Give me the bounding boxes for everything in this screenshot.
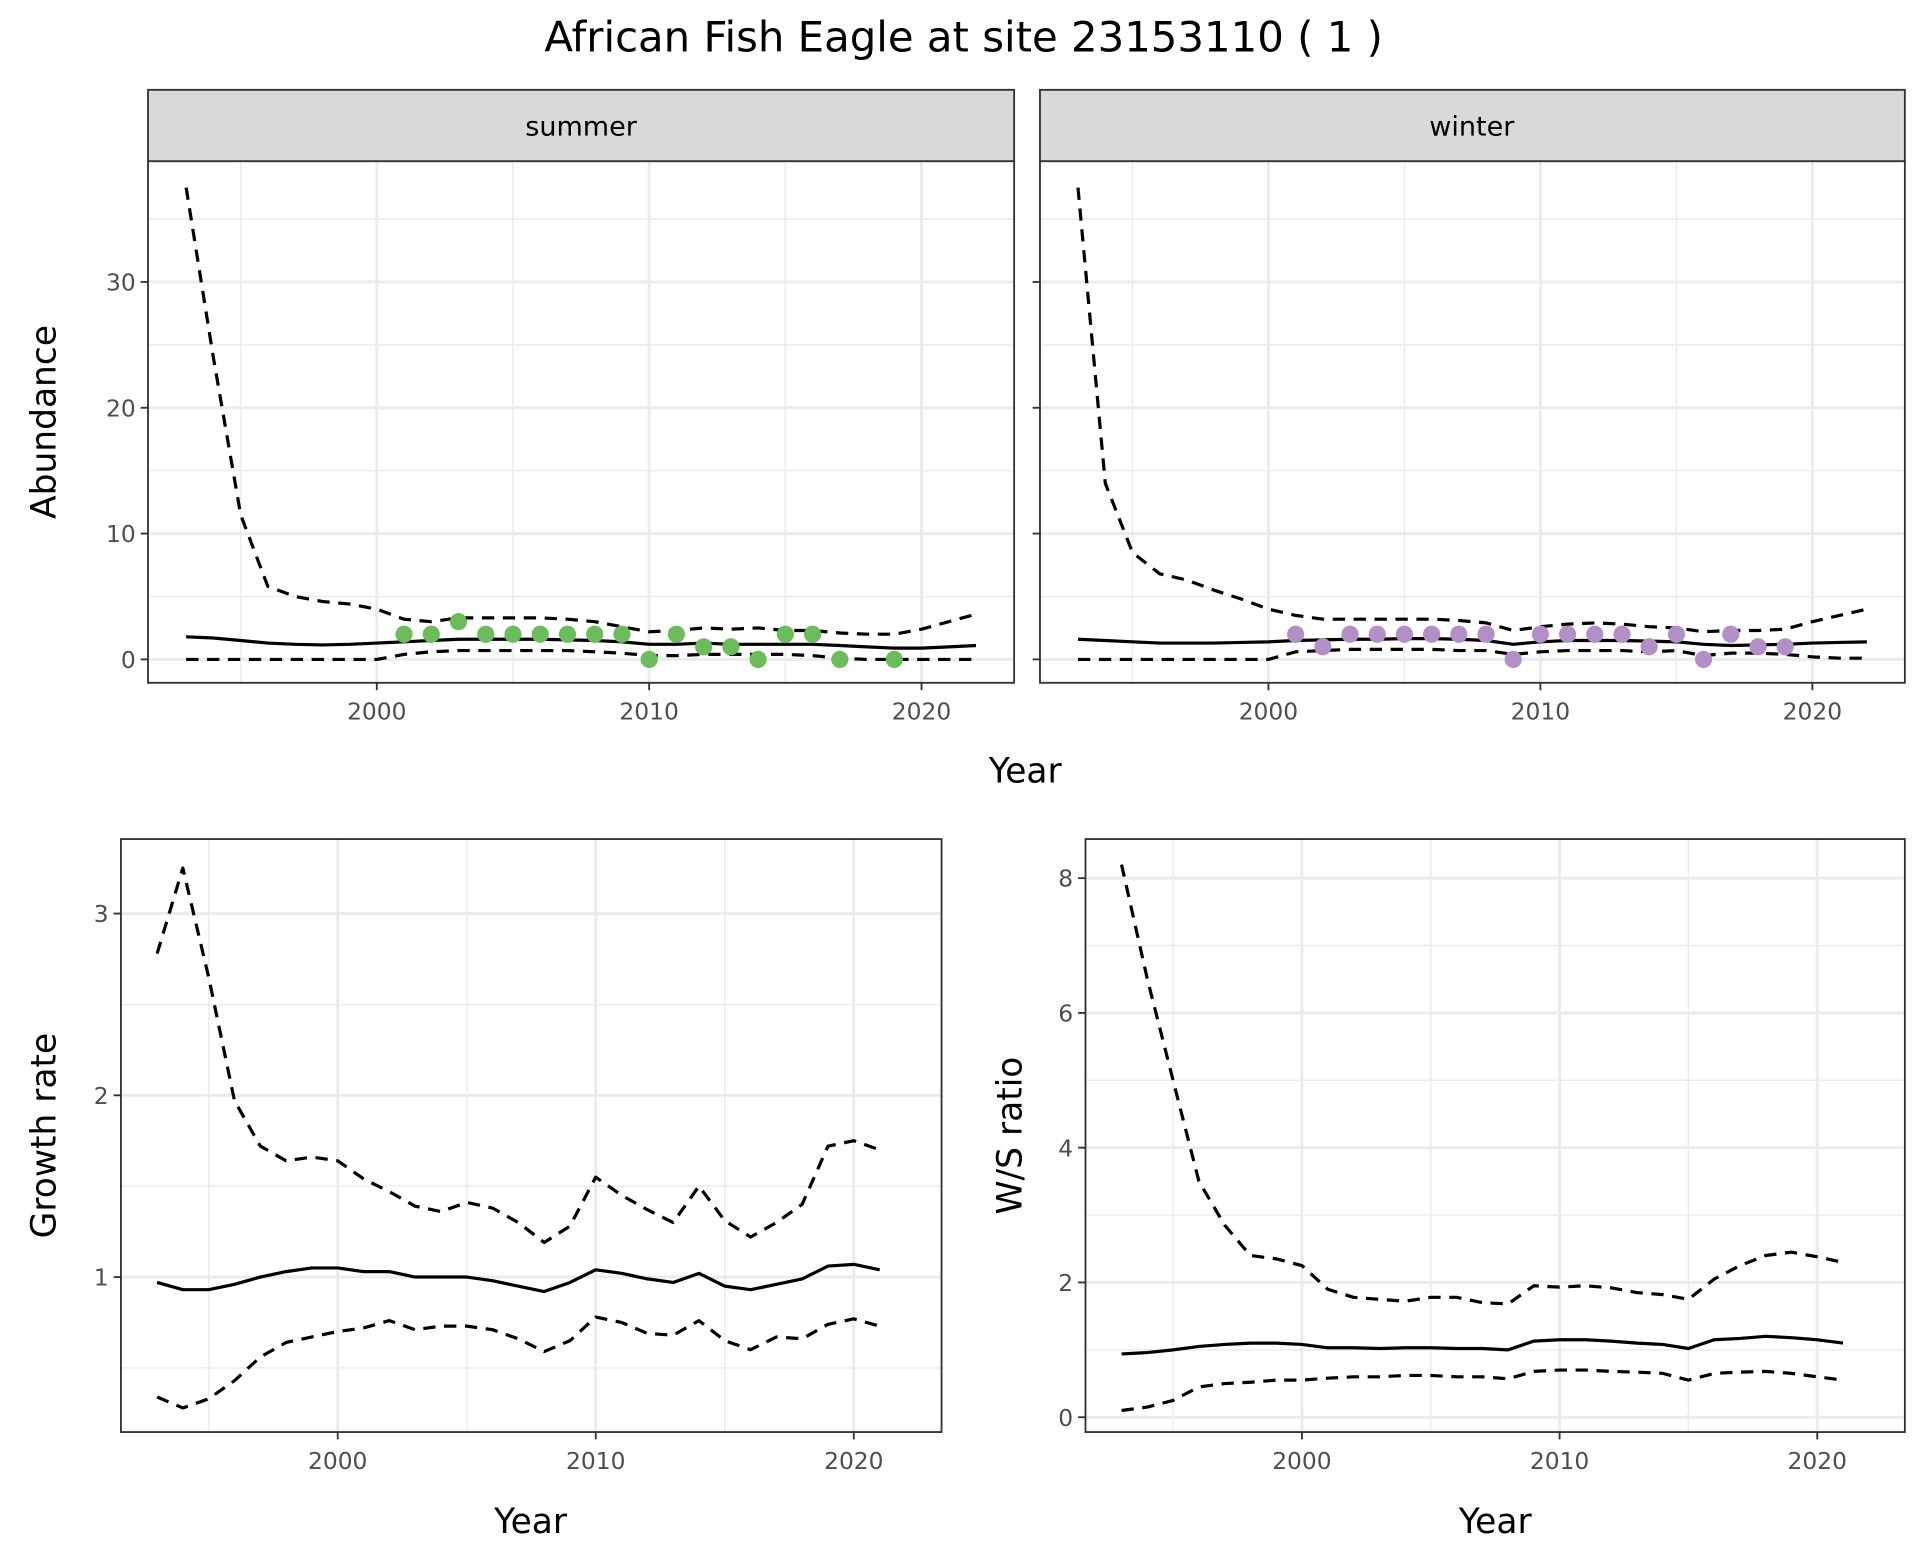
series-line-upper xyxy=(1119,864,1844,1306)
x-tick-label: 2000 xyxy=(308,1447,367,1475)
x-tick-label: 2010 xyxy=(566,1447,625,1475)
data-point xyxy=(1504,650,1522,669)
x-tick-label: 2020 xyxy=(1788,1447,1847,1475)
series-line-mean xyxy=(156,1262,880,1294)
data-point xyxy=(749,650,767,669)
data-point xyxy=(1314,638,1332,656)
y-tick-label: 20 xyxy=(106,394,136,422)
y-tick-label: 0 xyxy=(1058,1404,1073,1432)
panel-ratio: 2000 2010 2020 0 2 4 6 8 xyxy=(1058,838,1906,1475)
x-tick-label: 2010 xyxy=(1530,1447,1589,1475)
series-line-upper xyxy=(184,187,977,636)
y-axis-title-abundance: Abundance xyxy=(25,325,65,519)
data-point xyxy=(1395,625,1414,643)
series-line-upper xyxy=(155,866,881,1245)
data-point xyxy=(449,613,468,631)
y-tick-label: 0 xyxy=(121,646,136,674)
x-tick-label: 2020 xyxy=(892,698,951,726)
y-tick-label: 10 xyxy=(106,520,136,548)
x-tick-label: 2000 xyxy=(1272,1447,1331,1475)
data-point xyxy=(667,625,686,643)
data-point xyxy=(722,638,740,656)
data-point xyxy=(1287,625,1305,643)
data-point xyxy=(695,638,713,656)
x-tick-label: 2010 xyxy=(619,698,678,726)
data-point xyxy=(1586,625,1604,643)
data-point xyxy=(613,625,631,643)
data-point xyxy=(1477,625,1495,643)
plot-background xyxy=(1085,839,1905,1433)
data-point xyxy=(1749,638,1767,656)
x-tick-label: 2020 xyxy=(1783,698,1842,726)
data-point xyxy=(1722,625,1740,643)
data-point xyxy=(422,625,440,643)
data-point xyxy=(395,625,413,643)
facet-strip xyxy=(147,88,1016,163)
data-point xyxy=(885,650,903,669)
y-tick-label: 2 xyxy=(1058,1269,1073,1297)
x-tick-label: 2020 xyxy=(824,1447,883,1475)
x-axis-title-ratio: Year xyxy=(1458,1502,1533,1542)
x-tick-label: 2010 xyxy=(1511,698,1570,726)
strip-label-summer: summer xyxy=(525,111,638,142)
series-line-mean xyxy=(1077,637,1867,648)
strip-label-winter: winter xyxy=(1429,111,1515,142)
data-point xyxy=(1341,625,1359,643)
data-point xyxy=(640,650,658,669)
y-tick-label: 3 xyxy=(94,900,109,928)
x-axis-title-growth: Year xyxy=(493,1502,568,1542)
plot-background xyxy=(1039,161,1905,683)
data-point xyxy=(1640,638,1658,656)
y-tick-label: 6 xyxy=(1058,1000,1073,1028)
y-axis-title-growth: Growth rate xyxy=(25,1033,65,1239)
x-axis-title-top: Year xyxy=(988,751,1063,791)
panel-winter: 2000 2010 2020 xyxy=(1032,88,1906,726)
data-point xyxy=(1423,625,1441,643)
plot-background xyxy=(120,839,942,1433)
y-tick-label: 1 xyxy=(94,1264,109,1292)
data-point xyxy=(1613,625,1631,643)
data-point xyxy=(1368,625,1386,643)
series-line-lower xyxy=(1121,1368,1844,1413)
data-point xyxy=(477,625,495,643)
series-line-mean xyxy=(186,635,977,650)
data-point xyxy=(1558,625,1577,643)
data-point xyxy=(1531,625,1550,643)
data-point xyxy=(803,625,822,643)
x-tick-label: 2000 xyxy=(347,698,406,726)
panel-border xyxy=(120,838,943,1433)
data-point xyxy=(776,625,794,643)
data-point xyxy=(1694,650,1713,669)
facet-strip xyxy=(1039,88,1906,163)
y-tick-label: 2 xyxy=(94,1082,109,1110)
series-line-lower xyxy=(1077,647,1867,662)
panel-border xyxy=(1084,838,1906,1433)
y-tick-label: 8 xyxy=(1058,865,1073,893)
data-point xyxy=(586,625,604,643)
y-axis-title-ratio: W/S ratio xyxy=(991,1057,1031,1215)
x-tick-label: 2000 xyxy=(1239,698,1298,726)
plot-background xyxy=(148,161,1015,683)
data-point xyxy=(531,625,549,643)
y-tick-label: 4 xyxy=(1058,1134,1073,1162)
data-point xyxy=(558,625,577,643)
data-point xyxy=(1776,638,1794,656)
figure-title: African Fish Eagle at site 23153110 ( 1 … xyxy=(544,13,1383,62)
panel-summer: 2000 2010 2020 0 10 20 30 xyxy=(106,88,1016,726)
data-point xyxy=(1667,625,1686,643)
data-point xyxy=(831,650,849,669)
data-point xyxy=(504,625,522,643)
y-tick-label: 30 xyxy=(106,269,136,297)
panel-growth: 2000 2010 2020 1 2 3 xyxy=(94,838,943,1475)
data-point xyxy=(1450,625,1468,643)
series-line-mean xyxy=(1121,1334,1844,1356)
